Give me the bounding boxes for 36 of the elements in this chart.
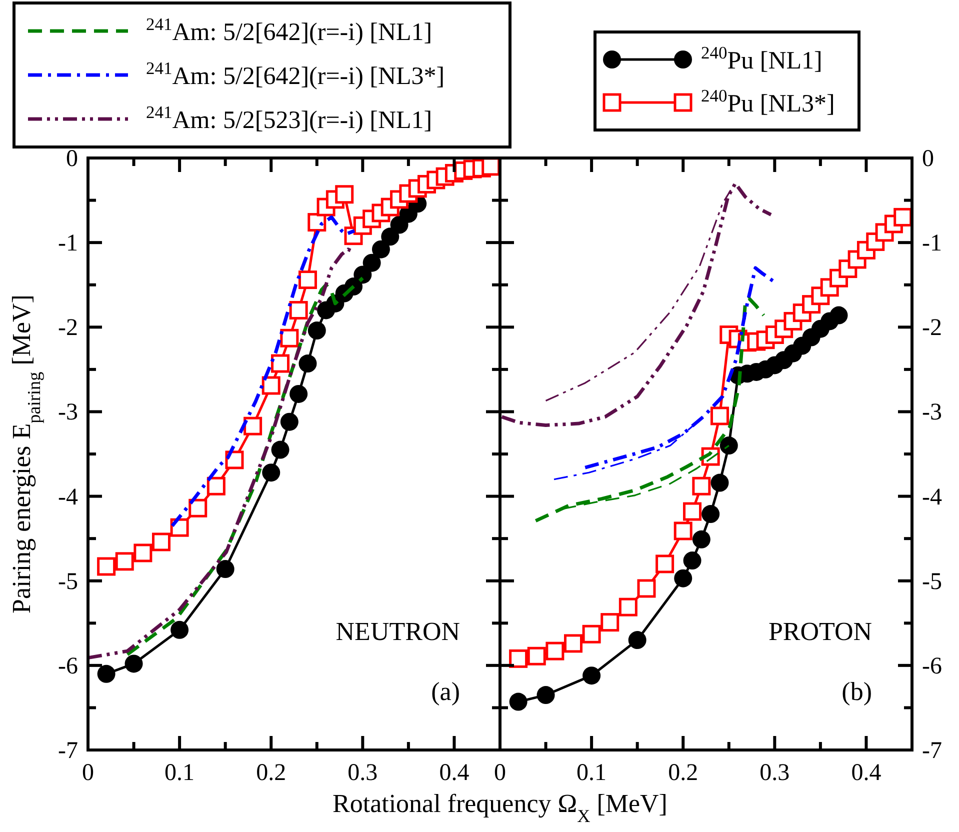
x-tick-label: 0.1	[164, 760, 195, 786]
x-axis-title: Rotational frequency Ω$_{X}$ [MeV]	[332, 789, 668, 826]
legend-label: $^{240}$Pu [NL3*]	[701, 86, 835, 118]
y-tick-label: -2	[58, 315, 78, 342]
y-tick-label: -4	[58, 484, 78, 510]
x-tick-label: 0.3	[348, 760, 378, 786]
y-tick-label: -5	[58, 568, 78, 595]
y-tick-label: -3	[922, 400, 942, 426]
annotation: (a)	[431, 677, 460, 706]
x-tick-label: 0.2	[668, 760, 698, 786]
y-tick-label: -3	[58, 400, 78, 426]
x-tick-label: 0	[82, 760, 94, 786]
x-tick-label: 0	[494, 760, 506, 786]
y-tick-label: -2	[922, 315, 942, 342]
x-tick-label: 0.3	[760, 760, 790, 786]
x-tick-label: 0.4	[439, 760, 470, 786]
legend-label: $^{241}$Am: 5/2[642](r=-i) [NL1]	[146, 14, 432, 46]
legend-label: $^{241}$Am: 5/2[642](r=-i) [NL3*]	[146, 58, 445, 90]
annotation: NEUTRON	[336, 617, 460, 646]
y-tick-label: -1	[922, 230, 942, 257]
legend-label: $^{240}$Pu [NL1]	[701, 42, 822, 74]
y-tick-label: -6	[58, 653, 78, 680]
y-tick-label: -4	[922, 484, 942, 510]
annotation: PROTON	[768, 617, 872, 646]
legend-label: $^{241}$Am: 5/2[523](r=-i) [NL1]	[146, 102, 432, 134]
x-tick-label: 0.2	[256, 760, 286, 786]
y-tick-label: -7	[922, 738, 942, 764]
y-tick-label: 0	[66, 146, 78, 172]
x-tick-label: 0.4	[851, 760, 882, 786]
x-tick-label: 0.1	[576, 760, 607, 786]
annotation: (b)	[842, 677, 872, 706]
y-tick-label: -5	[922, 568, 942, 595]
y-tick-label: -1	[58, 230, 78, 257]
y-tick-label: -7	[58, 738, 78, 764]
y-tick-label: 0	[922, 146, 934, 172]
y-tick-label: -6	[922, 653, 942, 680]
